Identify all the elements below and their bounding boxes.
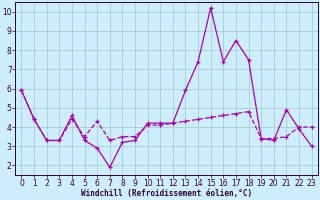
X-axis label: Windchill (Refroidissement éolien,°C): Windchill (Refroidissement éolien,°C) bbox=[81, 189, 252, 198]
